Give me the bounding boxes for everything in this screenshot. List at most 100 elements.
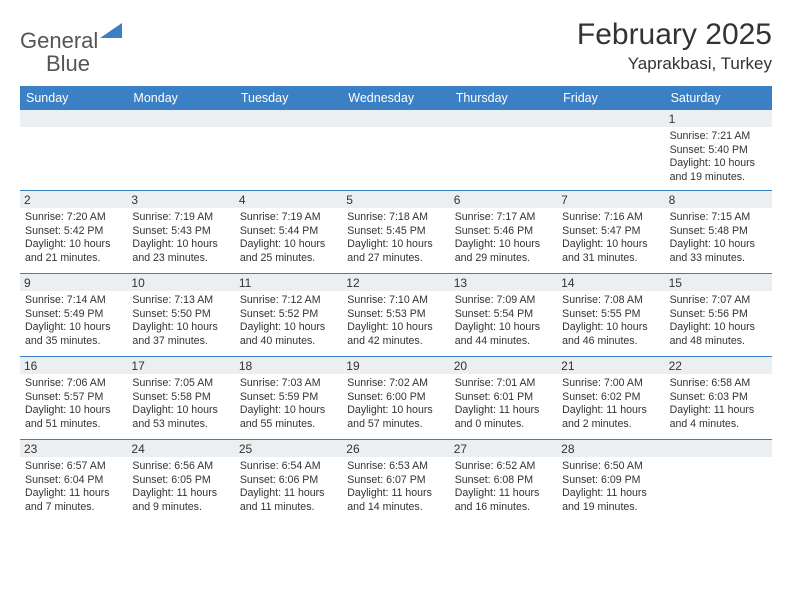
calendar-day-cell: 7Sunrise: 7:16 AMSunset: 5:47 PMDaylight… [557,191,664,273]
calendar-day-cell: 3Sunrise: 7:19 AMSunset: 5:43 PMDaylight… [127,191,234,273]
sunrise-text: Sunrise: 6:50 AM [562,460,659,474]
calendar-day-cell: 26Sunrise: 6:53 AMSunset: 6:07 PMDayligh… [342,440,449,522]
daylight-text: Daylight: 10 hours and 57 minutes. [347,404,444,431]
calendar-day-cell [665,440,772,522]
daylight-text: Daylight: 11 hours and 2 minutes. [562,404,659,431]
calendar-week-row: 23 Sunrise: 6:57 AMSunset: 6:04 PMDayligh… [20,440,772,522]
sunset-text: Sunset: 5:57 PM [25,391,122,405]
day-info: Sunrise: 7:13 AMSunset: 5:50 PMDaylight:… [132,294,229,348]
day-info: Sunrise: 7:01 AMSunset: 6:01 PMDaylight:… [455,377,552,431]
day-number: 12 [342,274,449,291]
calendar-body: 1 Sunrise: 7:21 AMSunset: 5:40 PMDaylight… [20,110,772,522]
sunset-text: Sunset: 5:59 PM [240,391,337,405]
weekday-header: Monday [127,86,234,110]
day-number: 17 [127,357,234,374]
sunrise-text: Sunrise: 7:06 AM [25,377,122,391]
daylight-text: Daylight: 10 hours and 21 minutes. [25,238,122,265]
day-number: 16 [20,357,127,374]
day-number: 23 [20,440,127,457]
day-info: Sunrise: 6:53 AMSunset: 6:07 PMDaylight:… [347,460,444,514]
calendar-day-cell: 25Sunrise: 6:54 AMSunset: 6:06 PMDayligh… [235,440,342,522]
calendar-day-cell: 4 Sunrise: 7:19 AMSunset: 5:44 PMDaylight… [235,191,342,273]
sunrise-text: Sunrise: 7:01 AM [455,377,552,391]
sunrise-text: Sunrise: 7:10 AM [347,294,444,308]
day-info: Sunrise: 7:03 AMSunset: 5:59 PMDaylight:… [240,377,337,431]
sunrise-text: Sunrise: 7:21 AM [670,130,767,144]
sunset-text: Sunset: 6:08 PM [455,474,552,488]
day-info: Sunrise: 6:54 AMSunset: 6:06 PMDaylight:… [240,460,337,514]
day-info: Sunrise: 7:06 AMSunset: 5:57 PMDaylight:… [25,377,122,431]
calendar-day-cell: 12Sunrise: 7:10 AMSunset: 5:53 PMDayligh… [342,274,449,356]
sunrise-text: Sunrise: 6:54 AM [240,460,337,474]
day-info: Sunrise: 6:52 AMSunset: 6:08 PMDaylight:… [455,460,552,514]
sunset-text: Sunset: 5:47 PM [562,225,659,239]
day-info: Sunrise: 6:57 AMSunset: 6:04 PMDaylight:… [25,460,122,514]
calendar-day-cell: 2Sunrise: 7:20 AMSunset: 5:42 PMDaylight… [20,191,127,273]
day-info: Sunrise: 7:19 AMSunset: 5:44 PMDaylight:… [240,211,337,265]
calendar-day-cell: 9 Sunrise: 7:14 AMSunset: 5:49 PMDaylight… [20,274,127,356]
sunrise-text: Sunrise: 7:15 AM [670,211,767,225]
page-title: February 2025 [577,18,772,52]
sunset-text: Sunset: 6:07 PM [347,474,444,488]
calendar-day-cell: 10Sunrise: 7:13 AMSunset: 5:50 PMDayligh… [127,274,234,356]
logo: General Blue [20,22,124,76]
day-number: 28 [557,440,664,457]
sunrise-text: Sunrise: 7:09 AM [455,294,552,308]
day-number: 18 [235,357,342,374]
day-number: 14 [557,274,664,291]
sunset-text: Sunset: 5:58 PM [132,391,229,405]
sunset-text: Sunset: 5:54 PM [455,308,552,322]
sunset-text: Sunset: 5:44 PM [240,225,337,239]
daylight-text: Daylight: 10 hours and 53 minutes. [132,404,229,431]
calendar-day-cell: 14Sunrise: 7:08 AMSunset: 5:55 PMDayligh… [557,274,664,356]
day-number: 8 [665,191,772,208]
day-info: Sunrise: 6:50 AMSunset: 6:09 PMDaylight:… [562,460,659,514]
sunset-text: Sunset: 5:46 PM [455,225,552,239]
day-number [665,440,772,457]
day-info: Sunrise: 7:21 AMSunset: 5:40 PMDaylight:… [670,130,767,184]
daylight-text: Daylight: 11 hours and 4 minutes. [670,404,767,431]
day-number: 11 [235,274,342,291]
daylight-text: Daylight: 10 hours and 48 minutes. [670,321,767,348]
day-info: Sunrise: 7:02 AMSunset: 6:00 PMDaylight:… [347,377,444,431]
day-number: 20 [450,357,557,374]
day-info: Sunrise: 7:12 AMSunset: 5:52 PMDaylight:… [240,294,337,348]
calendar-day-cell [342,110,449,190]
sunset-text: Sunset: 5:42 PM [25,225,122,239]
logo-sail-icon [100,22,124,38]
sunset-text: Sunset: 6:04 PM [25,474,122,488]
day-info: Sunrise: 7:09 AMSunset: 5:54 PMDaylight:… [455,294,552,348]
daylight-text: Daylight: 10 hours and 37 minutes. [132,321,229,348]
calendar-day-cell: 8Sunrise: 7:15 AMSunset: 5:48 PMDaylight… [665,191,772,273]
day-number [557,110,664,127]
day-number: 5 [342,191,449,208]
day-number: 4 [235,191,342,208]
calendar-day-cell [127,110,234,190]
weekday-header: Thursday [450,86,557,110]
day-number: 13 [450,274,557,291]
daylight-text: Daylight: 11 hours and 0 minutes. [455,404,552,431]
sunset-text: Sunset: 5:56 PM [670,308,767,322]
sunrise-text: Sunrise: 7:12 AM [240,294,337,308]
calendar-week-row: 2Sunrise: 7:20 AMSunset: 5:42 PMDaylight… [20,191,772,274]
calendar-day-cell [557,110,664,190]
daylight-text: Daylight: 11 hours and 11 minutes. [240,487,337,514]
day-number: 9 [20,274,127,291]
weekday-header: Tuesday [235,86,342,110]
day-number: 1 [665,110,772,127]
calendar-week-row: 9 Sunrise: 7:14 AMSunset: 5:49 PMDaylight… [20,274,772,357]
calendar-day-cell: 21Sunrise: 7:00 AMSunset: 6:02 PMDayligh… [557,357,664,439]
calendar-day-cell: 5Sunrise: 7:18 AMSunset: 5:45 PMDaylight… [342,191,449,273]
day-number: 24 [127,440,234,457]
day-info: Sunrise: 7:16 AMSunset: 5:47 PMDaylight:… [562,211,659,265]
day-info: Sunrise: 7:14 AMSunset: 5:49 PMDaylight:… [25,294,122,348]
day-info: Sunrise: 6:56 AMSunset: 6:05 PMDaylight:… [132,460,229,514]
calendar-day-cell [450,110,557,190]
sunrise-text: Sunrise: 7:19 AM [132,211,229,225]
calendar-day-cell: 23 Sunrise: 6:57 AMSunset: 6:04 PMDayligh… [20,440,127,522]
weekday-header: Sunday [20,86,127,110]
sunrise-text: Sunrise: 7:05 AM [132,377,229,391]
day-number: 3 [127,191,234,208]
sunrise-text: Sunrise: 7:14 AM [25,294,122,308]
sunset-text: Sunset: 5:48 PM [670,225,767,239]
